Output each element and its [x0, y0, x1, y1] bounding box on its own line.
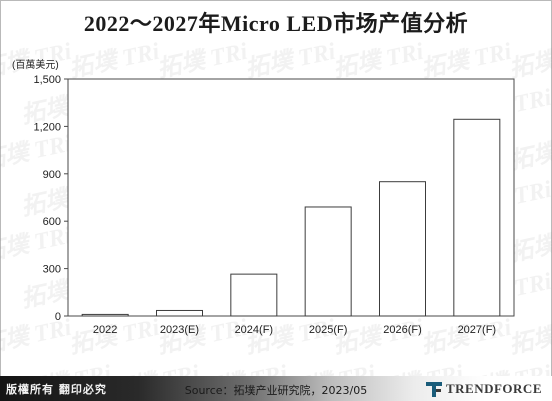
bar-2027f: [453, 118, 501, 317]
x-tick-label: 2026(F): [383, 324, 422, 336]
y-axis-unit-label: (百萬美元): [12, 58, 59, 71]
source-note: Source：拓墣产业研究院，2023/05: [184, 384, 368, 397]
bar-2024f: [230, 273, 278, 317]
x-tick-label: 2022: [93, 324, 117, 336]
x-axis: 2022 2023(E) 2024(F) 2025(F) 2026(F) 2027(F): [93, 324, 496, 336]
footer-bar: 版權所有 翻印必究 Source：拓墣产业研究院，2023/05 TRENDFO…: [0, 376, 552, 401]
bar-2026f: [379, 181, 426, 317]
y-tick-label: 1,500: [33, 74, 61, 86]
y-tick-label: 1,200: [33, 121, 61, 133]
y-tick-label: 600: [43, 216, 61, 228]
copyright-notice: 版權所有 翻印必究: [6, 383, 107, 396]
y-tick-label: 0: [55, 311, 61, 323]
bar-2022: [81, 313, 129, 317]
y-tick-label: 300: [43, 264, 61, 276]
brand-logo: TRENDFORCE: [425, 379, 542, 399]
trendforce-logo-icon: [425, 382, 442, 397]
plot-area: [67, 78, 515, 317]
x-tick-label: 2025(F): [309, 324, 348, 336]
x-tick-label: 2027(F): [458, 324, 497, 336]
bars: [81, 118, 501, 317]
chart-title: 2022～2027年Micro LED市场产值分析: [83, 11, 469, 36]
y-tick-label: 900: [43, 169, 61, 181]
bar-2023e: [156, 309, 203, 317]
brand-name: TRENDFORCE: [445, 381, 542, 396]
x-tick-label: 2023(E): [160, 324, 199, 336]
y-axis: 0 300 600 900 1,200 1,500: [33, 74, 68, 323]
bar-2025f: [304, 206, 352, 317]
x-tick-label: 2024(F): [235, 324, 274, 336]
